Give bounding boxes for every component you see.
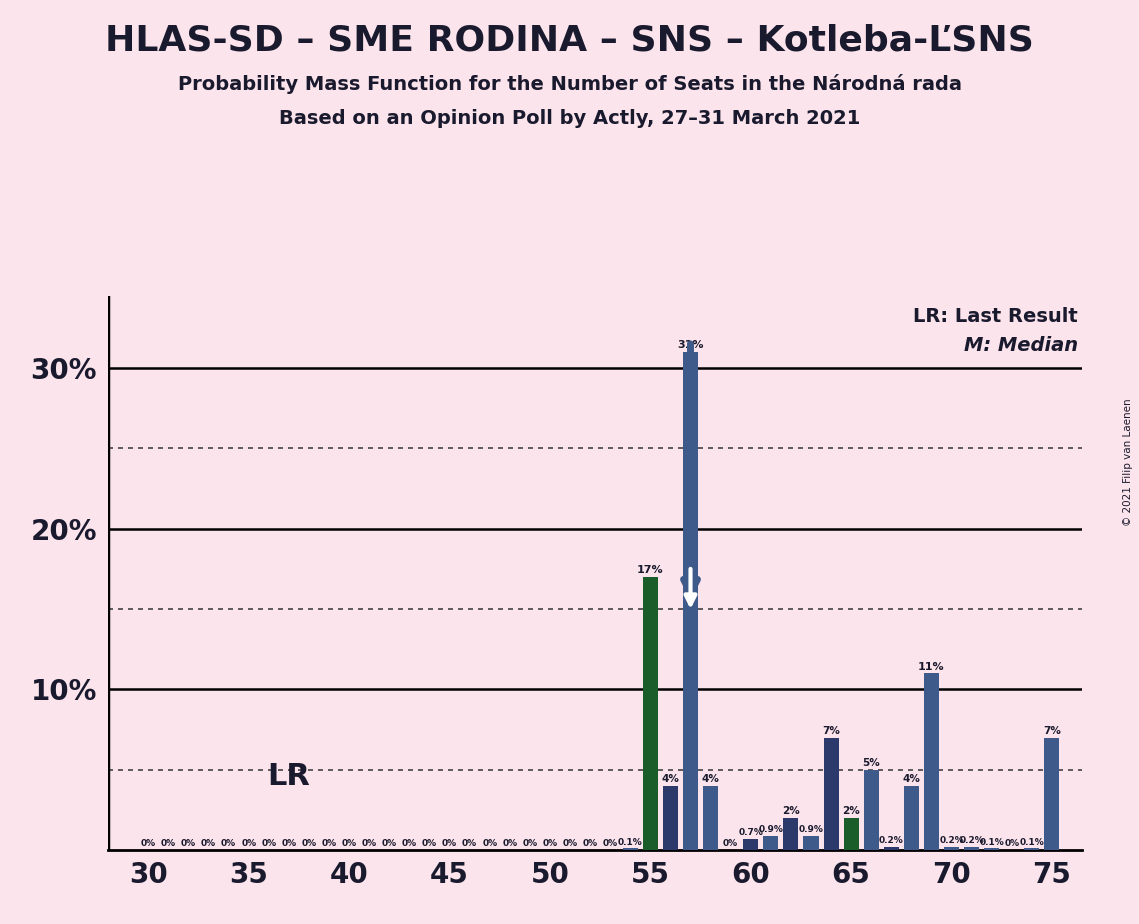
Text: 0%: 0% [382,840,396,848]
Text: 7%: 7% [1043,726,1060,736]
Text: 0%: 0% [181,840,196,848]
Text: 0.2%: 0.2% [879,836,903,845]
Text: 2%: 2% [842,807,860,816]
Text: 4%: 4% [662,774,679,784]
Text: 0.1%: 0.1% [1019,838,1044,847]
Text: 0%: 0% [241,840,256,848]
Bar [884,847,899,850]
Text: 0%: 0% [462,840,477,848]
Text: 0.9%: 0.9% [759,825,784,834]
Bar [904,785,919,850]
Text: 0%: 0% [542,840,557,848]
Text: 0.7%: 0.7% [738,828,763,837]
Text: 4%: 4% [702,774,720,784]
Bar [944,847,959,850]
Bar [844,818,859,850]
Bar [623,848,638,850]
Text: HLAS-SD – SME RODINA – SNS – Kotleba-ĽSNS: HLAS-SD – SME RODINA – SNS – Kotleba-ĽSN… [105,23,1034,57]
Bar [823,737,838,850]
Bar [803,835,819,850]
Bar [784,818,798,850]
Bar [744,839,759,850]
Bar [863,770,879,850]
Text: 0%: 0% [482,840,498,848]
Text: 0%: 0% [221,840,236,848]
Text: 0%: 0% [261,840,277,848]
Bar [984,848,999,850]
Text: 0%: 0% [563,840,577,848]
Text: 0%: 0% [502,840,517,848]
Text: 0%: 0% [281,840,296,848]
Text: 11%: 11% [918,662,944,672]
Text: LR: Last Result: LR: Last Result [913,307,1077,326]
Text: 0.2%: 0.2% [959,836,984,845]
Bar [924,674,939,850]
Text: 0%: 0% [1005,840,1019,848]
Text: 0%: 0% [603,840,617,848]
Text: © 2021 Filip van Laenen: © 2021 Filip van Laenen [1123,398,1133,526]
Bar [703,785,718,850]
Text: 0%: 0% [141,840,156,848]
Text: Based on an Opinion Poll by Actly, 27–31 March 2021: Based on an Opinion Poll by Actly, 27–31… [279,109,860,128]
Text: 0%: 0% [402,840,417,848]
Bar [1024,848,1040,850]
Bar [663,785,678,850]
Text: M: Median: M: Median [964,335,1077,355]
Bar [683,352,698,850]
Bar [1044,737,1059,850]
Text: 0.1%: 0.1% [617,838,642,847]
Text: Probability Mass Function for the Number of Seats in the Národná rada: Probability Mass Function for the Number… [178,74,961,94]
Text: 0%: 0% [161,840,177,848]
Text: 0%: 0% [342,840,357,848]
Text: 2%: 2% [782,807,800,816]
Text: LR: LR [268,761,310,791]
Text: 0.1%: 0.1% [980,838,1005,847]
Text: 0%: 0% [362,840,377,848]
Text: 0%: 0% [321,840,337,848]
Text: 17%: 17% [637,565,664,576]
Text: 0%: 0% [582,840,598,848]
Text: 0%: 0% [723,840,738,848]
Text: 0%: 0% [421,840,437,848]
Text: 0%: 0% [523,840,538,848]
Bar [642,577,658,850]
Text: 0%: 0% [202,840,216,848]
Bar [763,835,778,850]
Text: 0%: 0% [302,840,317,848]
Text: 0%: 0% [442,840,457,848]
Text: 0.9%: 0.9% [798,825,823,834]
Bar [964,847,980,850]
Text: 7%: 7% [822,726,839,736]
Text: 31%: 31% [678,340,704,350]
Text: 5%: 5% [862,758,880,768]
Text: 4%: 4% [902,774,920,784]
Text: 0.2%: 0.2% [940,836,964,845]
